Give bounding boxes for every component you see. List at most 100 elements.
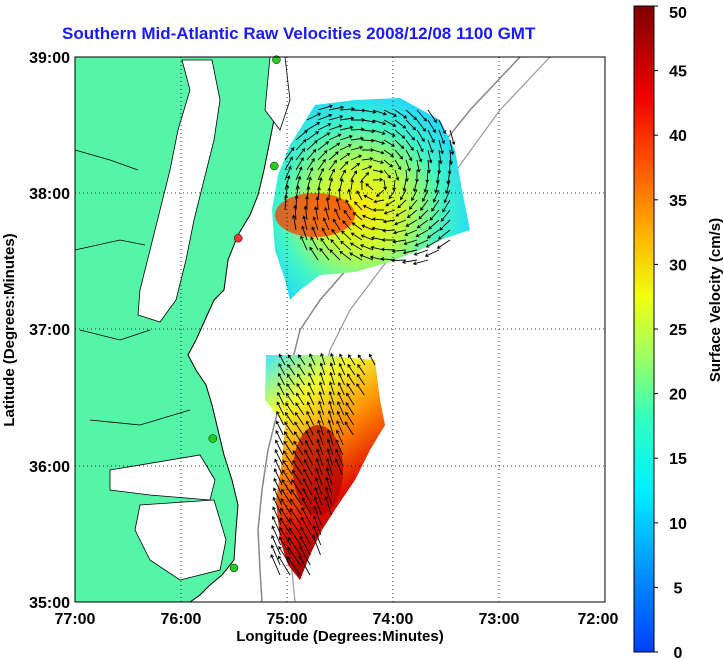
velocity-arrow bbox=[306, 401, 315, 416]
velocity-arrow bbox=[301, 225, 308, 241]
velocity-arrow bbox=[273, 487, 283, 506]
velocity-arrow bbox=[362, 204, 374, 211]
colorbar-tick-label: 25 bbox=[669, 322, 687, 339]
velocity-arrow bbox=[278, 353, 286, 366]
velocity-arrow bbox=[429, 209, 440, 221]
velocity-arrow bbox=[329, 362, 336, 376]
velocity-arrow bbox=[365, 183, 374, 191]
radar-station-marker bbox=[233, 233, 243, 243]
velocity-arrow bbox=[394, 149, 404, 160]
velocity-arrow bbox=[318, 400, 325, 416]
velocity-arrow bbox=[336, 420, 344, 436]
velocity-arrow bbox=[349, 252, 363, 261]
colorbar-tick-label: 50 bbox=[669, 5, 687, 22]
velocity-arrow bbox=[287, 354, 296, 366]
velocity-arrow bbox=[402, 249, 418, 255]
velocity-arrow bbox=[277, 372, 285, 386]
velocity-arrow bbox=[356, 383, 365, 396]
velocity-arrow bbox=[286, 383, 295, 396]
velocity-arrow bbox=[383, 159, 393, 168]
velocity-arrow bbox=[421, 189, 429, 202]
velocity-arrow bbox=[316, 438, 324, 456]
velocity-arrow bbox=[335, 439, 344, 456]
velocity-arrow bbox=[373, 199, 385, 204]
velocity-arrow bbox=[309, 353, 316, 366]
velocity-arrow bbox=[328, 400, 335, 416]
velocity-arrow bbox=[294, 421, 304, 436]
velocity-arrow bbox=[276, 410, 285, 426]
velocity-arrow bbox=[316, 429, 324, 446]
velocity-arrow bbox=[394, 169, 400, 181]
velocity-arrow bbox=[392, 239, 407, 244]
velocity-arrow bbox=[350, 136, 364, 141]
velocity-arrow bbox=[339, 152, 351, 161]
velocity-arrow bbox=[295, 157, 304, 171]
velocity-arrow bbox=[350, 232, 363, 241]
velocity-arrow bbox=[293, 440, 304, 456]
velocity-arrow bbox=[284, 165, 292, 181]
velocity-arrow bbox=[438, 129, 446, 145]
velocity-arrow bbox=[361, 119, 376, 124]
velocity-arrow bbox=[360, 234, 374, 241]
velocity-arrow bbox=[270, 544, 281, 566]
velocity-arrow bbox=[328, 105, 345, 111]
velocity-arrow bbox=[347, 188, 352, 201]
velocity-arrow bbox=[283, 450, 293, 466]
velocity-arrow bbox=[291, 469, 303, 486]
velocity-arrow bbox=[328, 168, 335, 181]
velocity-arrow bbox=[283, 431, 294, 446]
radar-stations bbox=[208, 55, 281, 573]
velocity-arrow bbox=[281, 488, 293, 506]
velocity-arrow bbox=[405, 149, 413, 162]
velocity-arrow bbox=[301, 497, 312, 516]
velocity-arrow bbox=[284, 156, 293, 171]
velocity-arrow bbox=[285, 402, 295, 416]
velocity-arrow bbox=[271, 515, 282, 536]
velocity-arrow bbox=[304, 449, 314, 466]
velocity-arrow bbox=[394, 109, 408, 119]
velocity-arrow bbox=[380, 247, 396, 252]
velocity-arrow bbox=[331, 228, 341, 241]
pamlico-sound bbox=[134, 499, 227, 581]
velocity-arrow bbox=[406, 209, 418, 219]
velocity-arrow bbox=[347, 373, 355, 386]
velocity-arrow bbox=[400, 189, 407, 201]
velocity-arrow bbox=[272, 506, 282, 526]
velocity-arrow bbox=[438, 139, 444, 155]
velocity-arrow bbox=[312, 216, 319, 231]
velocity-arrow bbox=[405, 129, 415, 141]
velocity-arrow bbox=[383, 119, 397, 127]
velocity-arrow bbox=[282, 469, 293, 486]
velocity-arrow bbox=[427, 149, 433, 164]
velocity-arrow bbox=[361, 109, 377, 114]
velocity-arrow bbox=[356, 190, 363, 201]
velocity-arrow bbox=[339, 116, 355, 121]
velocity-arrow bbox=[337, 187, 342, 201]
colorbar-tick-label: 15 bbox=[669, 451, 687, 468]
velocity-arrow bbox=[432, 189, 440, 203]
velocity-arrow bbox=[291, 214, 297, 231]
velocity-arrow bbox=[382, 228, 396, 233]
colorbar-tick-label: 35 bbox=[669, 193, 687, 210]
velocity-arrow bbox=[385, 199, 396, 207]
velocity-arrow bbox=[371, 217, 385, 222]
velocity-arrow bbox=[330, 239, 341, 251]
velocity-arrow bbox=[312, 534, 321, 556]
velocity-arrow bbox=[328, 151, 339, 161]
velocity-arrow bbox=[339, 178, 344, 191]
velocity-arrow bbox=[361, 214, 374, 221]
velocity-arrow bbox=[324, 495, 332, 516]
velocity-arrow bbox=[317, 410, 325, 426]
y-tick-label: 39:00 bbox=[29, 50, 70, 67]
chesapeake-bay bbox=[137, 59, 221, 323]
velocity-arrow bbox=[416, 119, 426, 132]
velocity-arrow bbox=[288, 536, 301, 556]
velocity-arrow bbox=[317, 141, 330, 151]
velocity-arrow bbox=[291, 479, 303, 496]
velocity-arrow bbox=[372, 129, 386, 135]
velocity-arrow bbox=[302, 478, 313, 496]
velocity-arrow bbox=[449, 129, 456, 146]
velocity-arrow bbox=[416, 149, 423, 163]
velocity-arrow bbox=[345, 402, 355, 416]
colorbar-label: Surface Velocity (cm/s) bbox=[707, 218, 724, 382]
